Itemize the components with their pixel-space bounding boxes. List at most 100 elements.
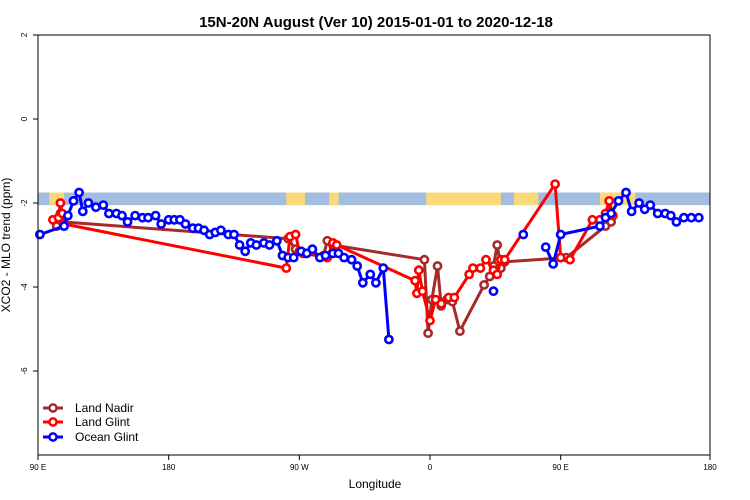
data-point xyxy=(425,315,435,326)
data-point xyxy=(492,240,503,250)
y-axis-ticks: 2 0 -2 -4 -6 xyxy=(20,32,38,375)
data-point xyxy=(479,279,489,290)
data-point xyxy=(229,229,239,240)
legend-marker-land-glint xyxy=(48,417,58,427)
land-band-segment xyxy=(426,192,501,206)
series-line xyxy=(39,191,391,340)
data-point xyxy=(251,240,262,250)
legend-label-land-nadir: Land Nadir xyxy=(75,401,134,415)
series-ocean-glint xyxy=(35,187,704,345)
y-tick-label: -4 xyxy=(20,283,29,291)
data-point xyxy=(634,198,644,208)
data-point xyxy=(555,252,566,263)
data-point xyxy=(488,286,499,297)
y-tick-label: 0 xyxy=(20,116,29,121)
data-point xyxy=(410,275,420,286)
data-point xyxy=(565,254,575,265)
land-band-segment xyxy=(514,192,539,206)
land-band-segment xyxy=(286,192,305,206)
data-point xyxy=(98,200,109,210)
legend-label-ocean-glint: Ocean Glint xyxy=(75,430,139,444)
data-point xyxy=(240,246,251,257)
data-point xyxy=(77,206,88,217)
x-tick-label: 90 W xyxy=(290,463,309,472)
x-tick-label: 0 xyxy=(428,463,433,472)
data-point xyxy=(467,263,478,273)
series-line xyxy=(55,209,613,335)
x-tick-label: 90 E xyxy=(552,463,568,472)
data-point xyxy=(436,298,447,309)
data-point xyxy=(550,179,560,189)
data-point xyxy=(378,263,389,273)
data-point xyxy=(122,216,133,227)
data-point xyxy=(555,229,566,240)
data-point xyxy=(68,195,79,206)
data-point xyxy=(454,326,465,336)
data-point xyxy=(606,208,616,219)
data-point xyxy=(215,225,226,236)
data-point xyxy=(621,187,631,198)
data-point xyxy=(587,214,598,225)
data-point xyxy=(35,229,45,240)
data-point xyxy=(449,292,460,303)
data-point xyxy=(370,277,381,288)
data-point xyxy=(143,212,153,223)
data-point xyxy=(55,198,66,208)
plot-frame xyxy=(37,34,711,456)
data-point xyxy=(271,235,282,246)
data-point xyxy=(518,229,529,240)
legend: Land Nadir Land Glint Ocean Glint xyxy=(43,401,139,444)
data-point xyxy=(352,261,363,271)
legend-item-land-glint: Land Glint xyxy=(43,415,130,429)
data-point xyxy=(665,210,676,221)
data-point xyxy=(281,263,292,273)
data-point xyxy=(290,229,301,240)
x-axis-label: Longitude xyxy=(349,477,402,491)
data-point xyxy=(693,212,704,223)
data-point xyxy=(59,221,69,231)
data-point xyxy=(365,269,376,280)
data-point xyxy=(104,208,114,219)
data-point xyxy=(432,261,443,271)
data-point xyxy=(234,240,245,250)
data-point xyxy=(357,277,368,288)
x-axis-ticks: 90 E 180 90 W 0 90 E 180 xyxy=(30,455,717,472)
y-axis-label: XCO2 - MLO trend (ppm) xyxy=(0,178,13,313)
data-point xyxy=(180,219,191,229)
x-tick-label: 90 E xyxy=(30,463,46,472)
data-point xyxy=(83,198,94,208)
legend-item-ocean-glint: Ocean Glint xyxy=(43,430,139,444)
data-point xyxy=(117,210,127,221)
data-point xyxy=(671,216,682,227)
data-point xyxy=(475,263,486,273)
data-point xyxy=(150,210,161,221)
data-point xyxy=(63,210,73,221)
data-point xyxy=(74,187,84,198)
series-layer xyxy=(35,179,704,345)
data-point xyxy=(686,212,697,223)
data-point xyxy=(346,254,357,265)
data-point xyxy=(613,195,624,206)
data-point xyxy=(417,286,428,297)
data-point xyxy=(423,328,433,339)
data-point xyxy=(540,242,551,252)
chart-title: 15N-20N August (Ver 10) 2015-01-01 to 20… xyxy=(199,14,553,31)
data-point xyxy=(481,254,491,265)
data-point xyxy=(604,195,615,206)
y-tick-label: 2 xyxy=(20,32,29,37)
land-band-segment xyxy=(329,192,339,206)
y-tick-label: -6 xyxy=(20,367,29,375)
data-point xyxy=(307,244,318,255)
data-point xyxy=(652,208,663,219)
data-point xyxy=(492,269,503,280)
legend-marker-land-nadir xyxy=(48,403,58,413)
data-point xyxy=(645,200,656,210)
y-tick-label: -2 xyxy=(20,199,29,207)
x-tick-label: 180 xyxy=(162,463,176,472)
data-point xyxy=(595,221,605,231)
series-land-nadir xyxy=(51,206,616,339)
data-point xyxy=(413,265,424,276)
data-point xyxy=(156,219,167,229)
data-point xyxy=(499,254,510,265)
